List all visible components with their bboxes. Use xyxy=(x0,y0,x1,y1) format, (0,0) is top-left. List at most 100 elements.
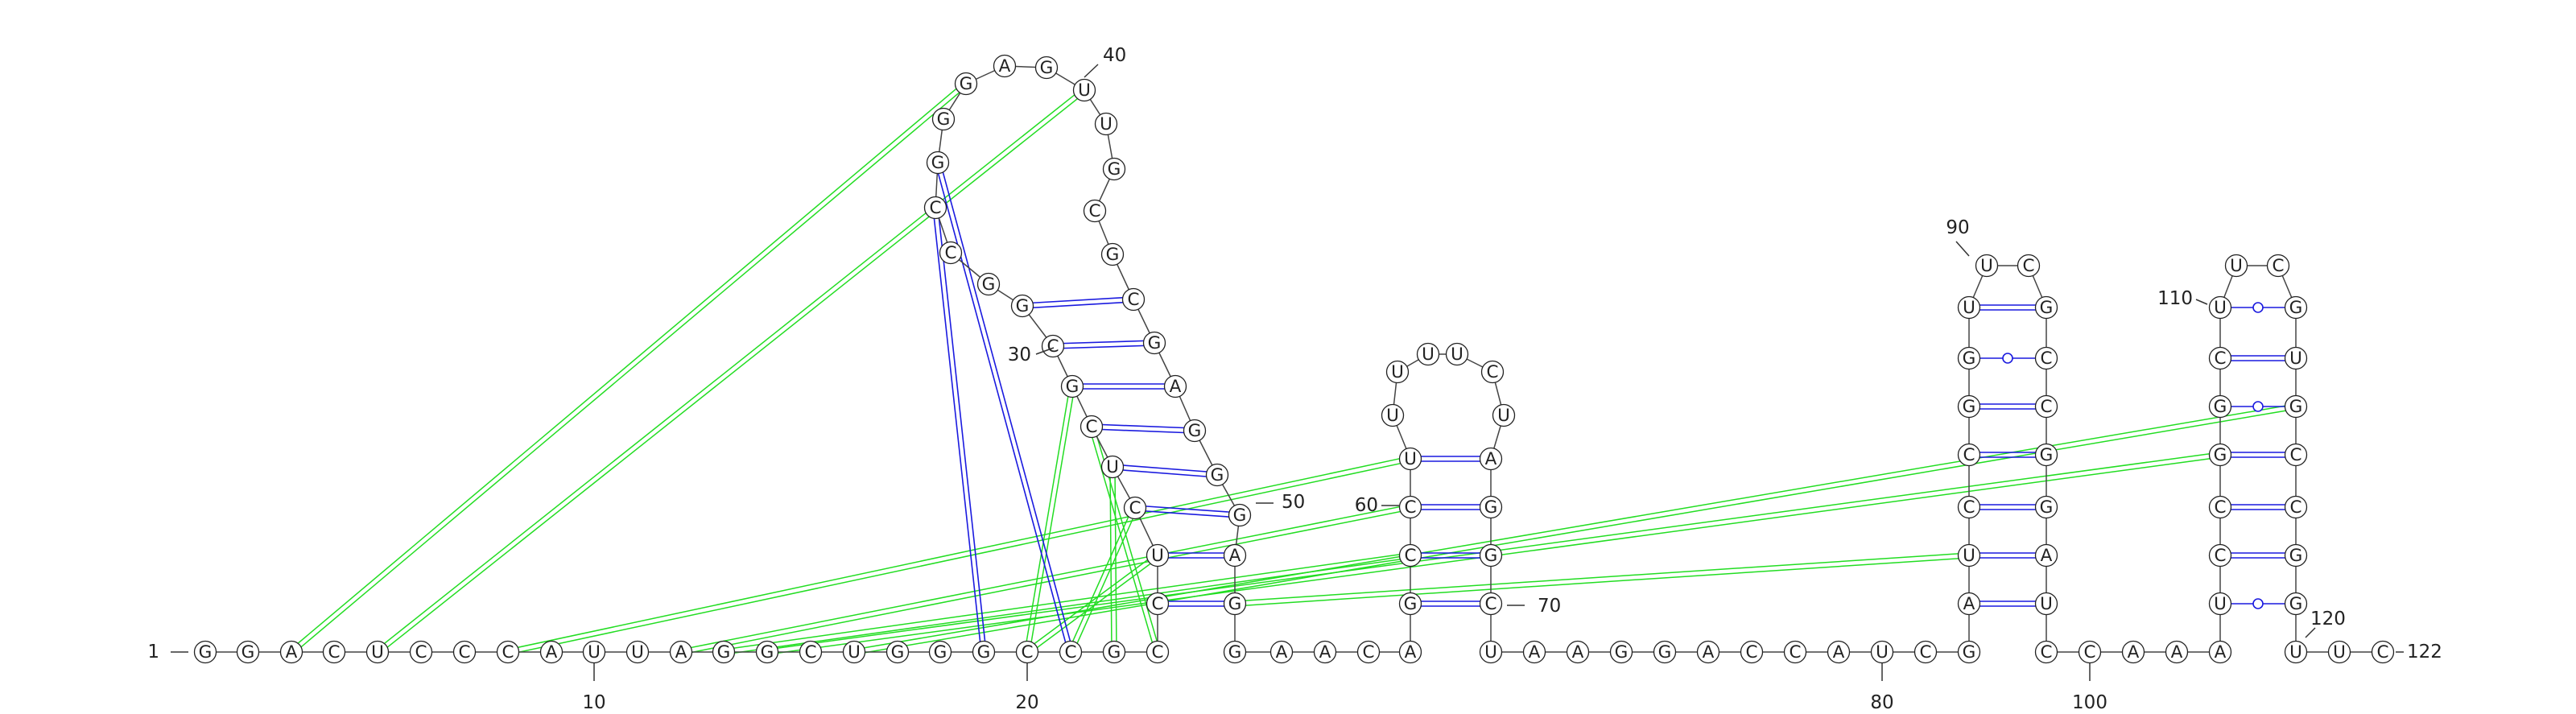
pseudoknot-pair-line xyxy=(1029,386,1075,653)
nucleotide-letter: C xyxy=(1789,642,1801,662)
nucleotide: A xyxy=(2165,640,2189,664)
nucleotide-letter: U xyxy=(2214,594,2227,614)
position-number: 80 xyxy=(1870,692,1893,713)
position-label-10: 10 xyxy=(582,663,606,713)
position-label-60: 60 xyxy=(1355,495,1399,516)
nucleotide: A xyxy=(1957,592,1981,616)
nucleotide-letter: C xyxy=(1919,642,1931,662)
nucleotide-letter: C xyxy=(1088,201,1100,221)
nucleotide-circle xyxy=(1827,640,1851,664)
nucleotide-circle xyxy=(1356,640,1381,664)
nucleotide-letter: U xyxy=(2214,298,2227,318)
nucleotide-circle xyxy=(1653,640,1677,664)
nucleotide: G xyxy=(2284,394,2308,419)
nucleotide-circle xyxy=(1398,640,1422,664)
nucleotide: C xyxy=(496,640,520,664)
base-pair-line xyxy=(937,207,987,652)
nucleotide: C xyxy=(2284,443,2308,467)
nucleotide-circle xyxy=(1609,640,1633,664)
nucleotide-circle xyxy=(2284,592,2308,616)
nucleotide-letter: G xyxy=(2040,445,2054,465)
nucleotide-circle xyxy=(1146,543,1170,567)
nucleotide-letter: C xyxy=(1404,546,1416,566)
nucleotide: U xyxy=(1381,403,1405,427)
nucleotide-circle xyxy=(2034,640,2058,664)
nucleotide: U xyxy=(1870,640,1894,664)
nucleotide: G xyxy=(2208,443,2232,467)
nucleotide: G xyxy=(976,272,1001,296)
nucleotide: G xyxy=(931,107,956,131)
nucleotide-circle xyxy=(1479,543,1503,567)
nucleotide: C xyxy=(1080,415,1104,439)
nucleotide-circle xyxy=(2208,394,2232,419)
nucleotide-letter: G xyxy=(1148,333,1162,353)
nucleotide: U xyxy=(1398,447,1422,471)
nucleotide: G xyxy=(1957,346,1981,370)
nucleotide: U xyxy=(1416,342,1440,366)
nucleotide-letter: C xyxy=(458,642,470,662)
nucleotide-letter: G xyxy=(717,642,731,662)
nucleotide: G xyxy=(954,72,978,96)
nucleotide-circle xyxy=(2165,640,2189,664)
nucleotide: A xyxy=(1522,640,1546,664)
nucleotide: U xyxy=(1492,403,1516,427)
nucleotide: C xyxy=(939,241,963,265)
nucleotide-letter: U xyxy=(1963,546,1975,566)
nucleotide-letter: A xyxy=(1170,377,1182,397)
nucleotide-letter: C xyxy=(1046,336,1059,357)
nucleotide-letter: C xyxy=(2214,497,2226,518)
nucleotide: C xyxy=(2266,254,2290,278)
pseudoknot-pair-line xyxy=(854,408,2297,655)
position-label-20: 20 xyxy=(1015,663,1039,713)
nucleotide-circle xyxy=(2034,295,2058,320)
nucleotide-circle xyxy=(2327,640,2351,664)
nucleotide-circle xyxy=(1313,640,1337,664)
nucleotide-circle xyxy=(1059,640,1083,664)
nucleotide-circle xyxy=(2266,254,2290,278)
nucleotide-letter: U xyxy=(2040,594,2053,614)
nucleotide-letter: G xyxy=(2289,397,2303,417)
nucleotide-letter: U xyxy=(1151,546,1164,566)
nucleotide-letter: U xyxy=(1963,298,1975,318)
nucleotide-letter: C xyxy=(1963,445,1975,465)
nucleotide: U xyxy=(2208,295,2232,320)
nucleotide-circle xyxy=(1269,640,1294,664)
nucleotide-letter: U xyxy=(2230,256,2243,276)
nucleotide-letter: G xyxy=(2214,445,2227,465)
nucleotide-letter: C xyxy=(2083,642,2095,662)
position-label-90: 90 xyxy=(1946,217,1970,257)
nucleotide-letter: U xyxy=(1484,642,1497,662)
nucleotide-circle xyxy=(2078,640,2102,664)
nucleotide-circle xyxy=(926,151,950,175)
nucleotide: A xyxy=(2034,543,2058,567)
nucleotide-circle xyxy=(2208,495,2232,519)
nucleotide-letter: G xyxy=(1228,594,1242,614)
pseudoknot-pair-line xyxy=(375,88,1084,651)
base-pair-line xyxy=(1092,423,1195,429)
nucleotide-circle xyxy=(2284,346,2308,370)
nucleotide: C xyxy=(1121,287,1146,312)
nucleotide-letter: A xyxy=(1276,642,1288,662)
nucleotide-circle xyxy=(2284,543,2308,567)
nucleotide-letter: U xyxy=(2289,642,2302,662)
nucleotide: A xyxy=(1163,374,1187,398)
nucleotide-letter: G xyxy=(1484,497,1498,518)
nucleotide: G xyxy=(1010,294,1034,318)
position-number: 60 xyxy=(1355,495,1378,516)
nucleotide-circle xyxy=(1015,640,1039,664)
nucleotide: C xyxy=(2284,495,2308,519)
nucleotide-letter: C xyxy=(1484,594,1496,614)
nucleotide-circle xyxy=(972,640,996,664)
nucleotide-circle xyxy=(755,640,779,664)
nucleotide: G xyxy=(1102,640,1126,664)
nucleotide: C xyxy=(452,640,477,664)
nucleotide-circle xyxy=(1398,495,1422,519)
nucleotide: U xyxy=(2034,592,2058,616)
pseudoknot-pair-line xyxy=(723,552,1410,650)
pseudoknot-pair-line xyxy=(1024,386,1071,652)
nucleotide: U xyxy=(1100,455,1125,479)
nucleotide: A xyxy=(1696,640,1720,664)
nucleotide: C xyxy=(1398,495,1422,519)
